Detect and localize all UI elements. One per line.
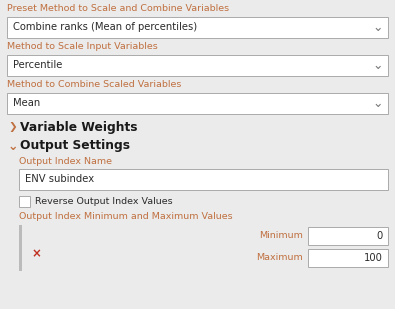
FancyBboxPatch shape	[308, 227, 388, 245]
Text: Method to Combine Scaled Variables: Method to Combine Scaled Variables	[7, 80, 181, 89]
Text: 100: 100	[364, 253, 383, 263]
FancyBboxPatch shape	[7, 55, 388, 76]
Text: Maximum: Maximum	[256, 253, 303, 263]
FancyBboxPatch shape	[7, 17, 388, 38]
Text: ⌄: ⌄	[373, 21, 383, 34]
Text: Variable Weights: Variable Weights	[20, 121, 137, 134]
Text: Output Settings: Output Settings	[20, 139, 130, 152]
Text: ⌄: ⌄	[373, 59, 383, 72]
FancyBboxPatch shape	[19, 196, 30, 207]
Text: Mean: Mean	[13, 99, 40, 108]
Text: Output Index Name: Output Index Name	[19, 157, 112, 166]
FancyBboxPatch shape	[19, 225, 22, 271]
Text: ❯: ❯	[8, 122, 17, 132]
Text: ×: ×	[32, 247, 42, 260]
Text: ENV subindex: ENV subindex	[25, 175, 94, 184]
Text: Minimum: Minimum	[259, 231, 303, 240]
Text: 0: 0	[377, 231, 383, 241]
Text: Preset Method to Scale and Combine Variables: Preset Method to Scale and Combine Varia…	[7, 4, 229, 13]
Text: Reverse Output Index Values: Reverse Output Index Values	[35, 197, 173, 206]
Text: Percentile: Percentile	[13, 61, 62, 70]
FancyBboxPatch shape	[19, 169, 388, 190]
Text: ⌄: ⌄	[8, 140, 19, 153]
FancyBboxPatch shape	[308, 249, 388, 267]
Text: Output Index Minimum and Maximum Values: Output Index Minimum and Maximum Values	[19, 212, 233, 221]
FancyBboxPatch shape	[7, 93, 388, 114]
Text: Combine ranks (Mean of percentiles): Combine ranks (Mean of percentiles)	[13, 23, 197, 32]
Text: Method to Scale Input Variables: Method to Scale Input Variables	[7, 42, 158, 51]
Text: ⌄: ⌄	[373, 97, 383, 110]
